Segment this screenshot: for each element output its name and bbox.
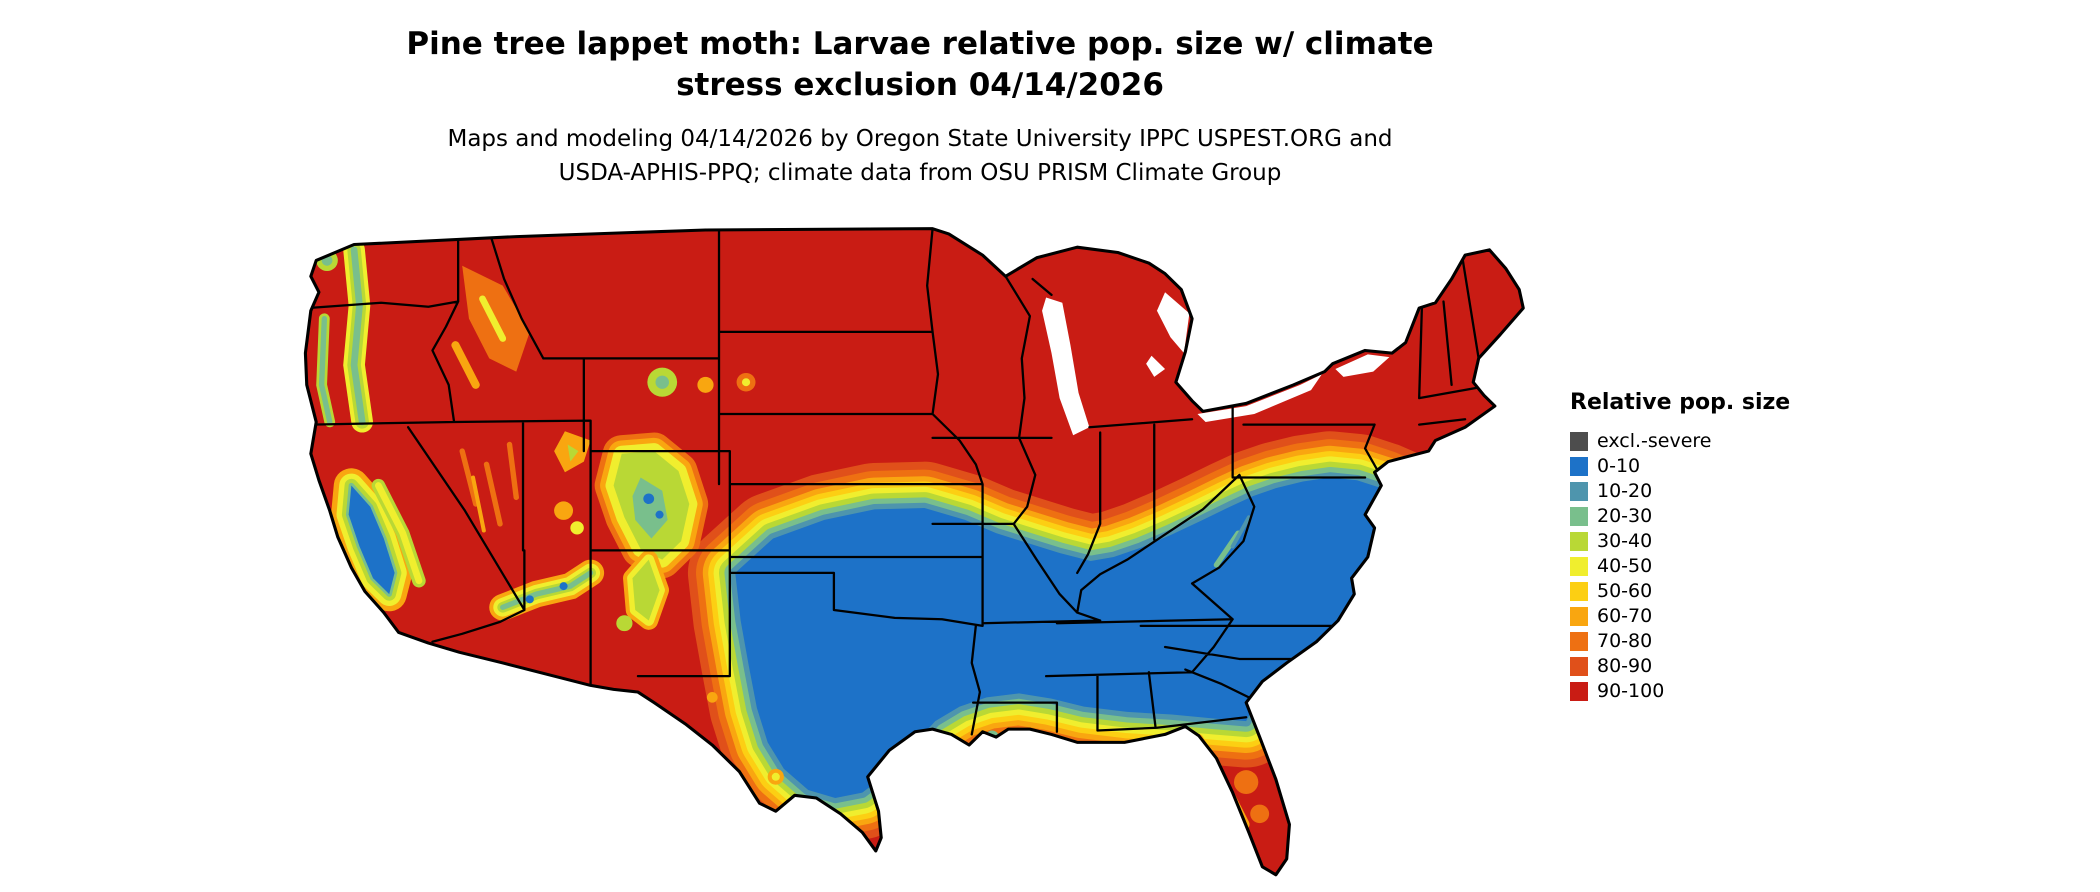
legend-swatch (1570, 682, 1588, 701)
map-region-utah-plateau-2 (570, 521, 584, 535)
legend-swatch (1570, 457, 1588, 476)
legend-item: 60-70 (1570, 604, 1830, 629)
subtitle-line-1: Maps and modeling 04/14/2026 by Oregon S… (447, 126, 1393, 152)
state-borders (305, 228, 1480, 736)
legend-item: 0-10 (1570, 454, 1830, 479)
map-region-utah-plateau-1 (554, 501, 574, 520)
legend-item-label: 30-40 (1597, 530, 1653, 552)
legend-item-label: excl.-severe (1597, 430, 1712, 452)
great-lakes (1042, 292, 1390, 436)
us-choropleth-map (300, 226, 1530, 888)
map-region-idaho-streak-1 (479, 295, 507, 342)
map-region-nevada-range-1 (459, 448, 479, 507)
legend-item-label: 50-60 (1597, 580, 1653, 602)
map-region-nevada-range-4 (470, 475, 486, 533)
legend-item: 40-50 (1570, 554, 1830, 579)
map-region-guadalupe (706, 692, 718, 703)
legend-swatch (1570, 482, 1588, 501)
legend-item-label: 80-90 (1597, 655, 1653, 677)
legend-item-label: 0-10 (1597, 455, 1641, 477)
legend-item-label: 10-20 (1597, 480, 1653, 502)
map-region-sangre-de-cristo (633, 560, 660, 621)
figure-subtitle: Maps and modeling 04/14/2026 by Oregon S… (0, 122, 1840, 190)
map-region-florida-central-2 (1250, 804, 1270, 824)
map-region-az-peak-1 (525, 595, 534, 604)
lake-ontario (1335, 354, 1390, 377)
legend-swatch (1570, 532, 1588, 551)
map-region-idaho-streak-2 (451, 341, 480, 389)
subtitle-line-2: USDA-APHIS-PPQ; climate data from OSU PR… (558, 160, 1282, 186)
map-region-az-peak-2 (559, 582, 568, 591)
legend-swatch (1570, 557, 1588, 576)
map-region-transition-bands (735, 478, 1405, 798)
map-region-florida-central-1 (1233, 770, 1259, 794)
map-region-appalachian-streak-2 (1230, 515, 1251, 549)
map-region-wasatch-core (567, 444, 579, 462)
figure-title: Pine tree lappet moth: Larvae relative p… (0, 24, 1840, 106)
legend-item-label: 60-70 (1597, 605, 1653, 627)
legend-item: 90-100 (1570, 679, 1830, 704)
legend-item-label: 40-50 (1597, 555, 1653, 577)
map-region-colorado-high (632, 477, 668, 539)
map-region-appalachian-streak (1213, 530, 1241, 568)
legend-title: Relative pop. size (1570, 390, 1791, 415)
legend-swatch (1570, 507, 1588, 526)
legend-item-label: 20-30 (1597, 505, 1653, 527)
legend-item: excl.-severe (1570, 429, 1830, 454)
legend-item-label: 90-100 (1597, 680, 1665, 702)
legend-swatch (1570, 657, 1588, 676)
saginaw-bay (1146, 355, 1166, 377)
legend-panel: Relative pop. size excl.-severe 0-10 10-20… (1570, 390, 1830, 704)
legend-items: excl.-severe 0-10 10-20 20-30 30-40 40-50 50-6… (1570, 429, 1830, 704)
map-region-black-range (616, 615, 633, 632)
map-fill-layers (305, 228, 1524, 875)
map-region-nevada-range-2 (483, 461, 503, 527)
legend-swatch (1570, 582, 1588, 601)
legend-item: 70-80 (1570, 629, 1830, 654)
map-region-black-hills-core (741, 378, 751, 387)
map-region-colorado-peak-2 (655, 510, 664, 519)
lake-michigan (1042, 297, 1090, 436)
lake-erie (1197, 374, 1322, 422)
legend-swatch (1570, 632, 1588, 651)
legend-item: 30-40 (1570, 529, 1830, 554)
title-line-2: stress exclusion 04/14/2026 (676, 67, 1164, 103)
map-canvas (303, 227, 1525, 877)
lake-huron (1156, 292, 1190, 354)
map-region-yellowstone-core (655, 375, 669, 389)
legend-item: 10-20 (1570, 479, 1830, 504)
legend-swatch (1570, 432, 1588, 451)
title-line-1: Pine tree lappet moth: Larvae relative p… (406, 26, 1434, 62)
legend-item: 20-30 (1570, 504, 1830, 529)
legend-swatch (1570, 607, 1588, 626)
map-region-davis-mtns-core (771, 772, 780, 781)
legend-item: 80-90 (1570, 654, 1830, 679)
map-region-colorado-peak-1 (643, 493, 655, 505)
legend-item: 50-60 (1570, 579, 1830, 604)
legend-item-label: 70-80 (1597, 630, 1653, 652)
map-region-bighorns (697, 376, 714, 393)
map-region-nevada-range-3 (506, 441, 519, 501)
